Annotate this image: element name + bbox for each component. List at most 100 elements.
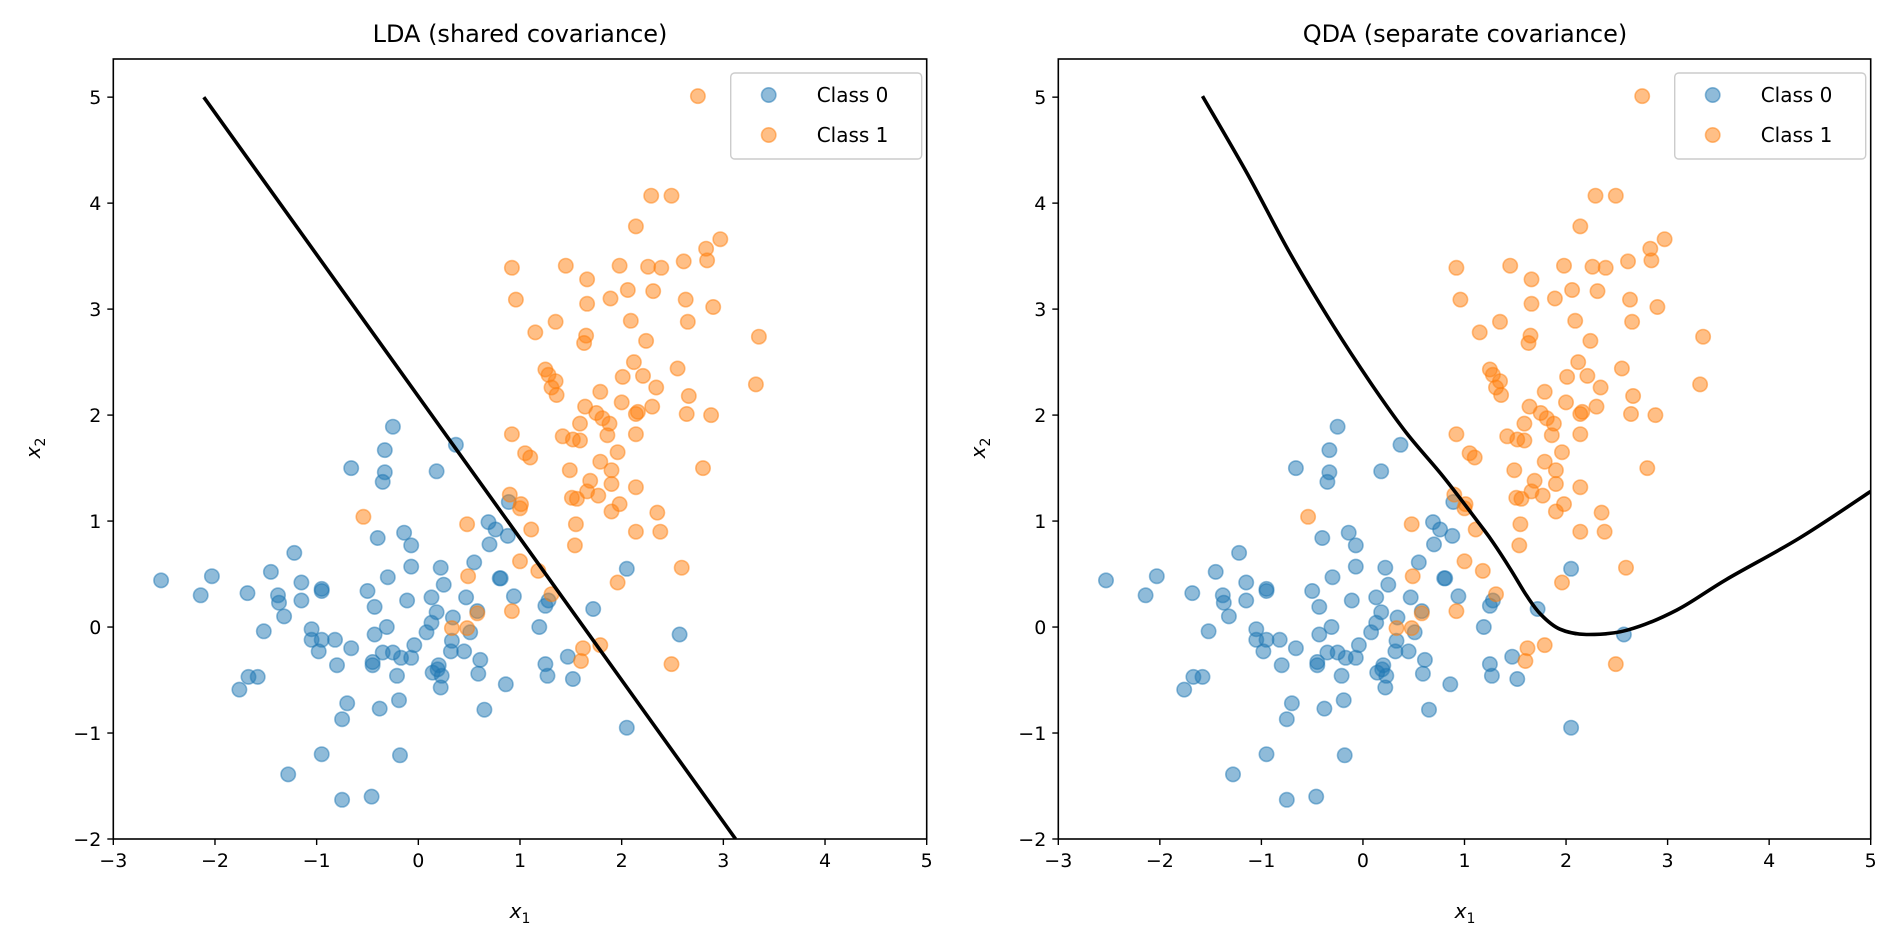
qda-legend-label-class1: Class 1 bbox=[1761, 123, 1833, 147]
lda-point-class0 bbox=[366, 598, 383, 615]
qda-point-class0 bbox=[1421, 701, 1438, 718]
qda-x-ticks: −3 −2 −1 0 1 2 3 4 5 bbox=[1044, 839, 1877, 872]
lda-point-class0 bbox=[369, 529, 386, 546]
lda-point-class0 bbox=[618, 560, 635, 577]
qda-point-class1 bbox=[1639, 460, 1656, 477]
lda-point-class1 bbox=[703, 407, 720, 424]
qda-point-class1 bbox=[1466, 449, 1483, 466]
lda-point-class0 bbox=[343, 640, 360, 657]
lda-x-label-main: x bbox=[509, 899, 522, 923]
lda-point-class0 bbox=[334, 711, 351, 728]
qda-point-class0 bbox=[1309, 657, 1326, 674]
qda-point-class1 bbox=[1546, 290, 1563, 307]
qda-point-class0 bbox=[1335, 692, 1352, 709]
lda-legend-box bbox=[730, 72, 923, 160]
qda-point-class1 bbox=[1647, 407, 1664, 424]
lda-point-class0 bbox=[371, 700, 388, 717]
lda-point-class1 bbox=[592, 383, 609, 400]
lda-point-class0 bbox=[376, 442, 393, 459]
lda-point-class1 bbox=[645, 283, 662, 300]
qda-point-class0 bbox=[1231, 544, 1248, 561]
qda-point-class1 bbox=[1592, 379, 1609, 396]
lda-boundary-group bbox=[202, 96, 738, 839]
lda-point-class1 bbox=[557, 257, 574, 274]
qda-decision-boundary bbox=[1200, 95, 1871, 637]
qda-point-class1 bbox=[1567, 312, 1584, 329]
qda-point-class0 bbox=[1255, 643, 1272, 660]
lda-point-class1 bbox=[640, 258, 657, 275]
lda-y-tick-label: 5 bbox=[89, 87, 101, 109]
lda-point-class1 bbox=[627, 218, 644, 235]
lda-point-class1 bbox=[611, 496, 628, 513]
lda-x-tick-label: 4 bbox=[819, 850, 831, 872]
lda-point-class1 bbox=[511, 553, 528, 570]
lda-point-class1 bbox=[574, 640, 591, 657]
qda-point-class0 bbox=[1316, 700, 1333, 717]
qda-point-class1 bbox=[1572, 479, 1589, 496]
qda-point-class1 bbox=[1456, 553, 1473, 570]
qda-point-class1 bbox=[1556, 257, 1573, 274]
lda-point-class0 bbox=[192, 587, 209, 604]
lda-point-class1 bbox=[503, 603, 520, 620]
qda-point-class1 bbox=[1516, 432, 1533, 449]
qda-point-class0 bbox=[1238, 592, 1255, 609]
qda-point-class1 bbox=[1656, 231, 1673, 248]
qda-point-class0 bbox=[1437, 570, 1454, 587]
lda-point-class1 bbox=[679, 313, 696, 330]
lda-point-class0 bbox=[472, 651, 489, 668]
qda-point-class0 bbox=[1336, 747, 1353, 764]
qda-point-class1 bbox=[1572, 218, 1589, 235]
qda-point-class0 bbox=[1392, 436, 1409, 453]
lda-point-class1 bbox=[469, 605, 486, 622]
lda-point-class1 bbox=[522, 449, 539, 466]
lda-point-class1 bbox=[629, 403, 646, 420]
qda-point-class0 bbox=[1380, 576, 1397, 593]
qda-point-class0 bbox=[1207, 563, 1224, 580]
qda-point-class0 bbox=[1184, 585, 1201, 602]
lda-point-class0 bbox=[470, 665, 487, 682]
lda-y-tick-label: 2 bbox=[89, 405, 101, 427]
qda-point-class1 bbox=[1404, 568, 1421, 585]
qda-point-class0 bbox=[1238, 574, 1255, 591]
qda-point-class0 bbox=[1442, 676, 1459, 693]
qda-point-class1 bbox=[1471, 324, 1488, 341]
lda-point-class0 bbox=[384, 418, 401, 435]
lda-point-class0 bbox=[363, 788, 380, 805]
lda-point-class1 bbox=[638, 332, 655, 349]
qda-x-tick-label: −3 bbox=[1044, 850, 1072, 872]
qda-point-class1 bbox=[1695, 328, 1712, 345]
lda-point-class0 bbox=[153, 572, 170, 589]
lda-title: LDA (shared covariance) bbox=[373, 20, 668, 48]
qda-y-ticks: −2 −1 0 1 2 3 4 5 bbox=[1018, 87, 1059, 851]
lda-y-label-sub: 2 bbox=[33, 438, 49, 447]
lda-point-class1 bbox=[634, 367, 651, 384]
qda-point-class1 bbox=[1547, 475, 1564, 492]
lda-point-class1 bbox=[627, 523, 644, 540]
qda-point-class1 bbox=[1597, 259, 1614, 276]
qda-y-label-sub: 2 bbox=[978, 438, 994, 447]
qda-point-class0 bbox=[1258, 580, 1275, 597]
lda-x-tick-label: −1 bbox=[303, 850, 331, 872]
lda-point-class0 bbox=[403, 558, 420, 575]
lda-point-class1 bbox=[619, 281, 636, 298]
qda-point-class1 bbox=[1534, 487, 1551, 504]
qda-y-tick-label: 2 bbox=[1034, 405, 1046, 427]
lda-point-class0 bbox=[364, 657, 381, 674]
lda-legend-marker-class0 bbox=[760, 87, 777, 104]
lda-point-class0 bbox=[249, 668, 266, 685]
lda-point-class0 bbox=[671, 626, 688, 643]
lda-x-tick-label: 1 bbox=[514, 850, 526, 872]
qda-point-class1 bbox=[1587, 187, 1604, 204]
qda-point-class0 bbox=[1563, 719, 1580, 736]
lda-point-class1 bbox=[503, 426, 520, 443]
qda-point-class0 bbox=[1148, 568, 1165, 585]
lda-point-class0 bbox=[310, 643, 327, 660]
lda-point-class0 bbox=[255, 623, 272, 640]
qda-point-class1 bbox=[1526, 472, 1543, 489]
lda-x-tick-label: 5 bbox=[921, 850, 933, 872]
lda-point-class1 bbox=[592, 453, 609, 470]
lda-point-class1 bbox=[590, 487, 607, 504]
qda-y-tick-label: −1 bbox=[1018, 723, 1046, 745]
qda-point-class0 bbox=[1377, 679, 1394, 696]
qda-point-class1 bbox=[1618, 559, 1635, 576]
